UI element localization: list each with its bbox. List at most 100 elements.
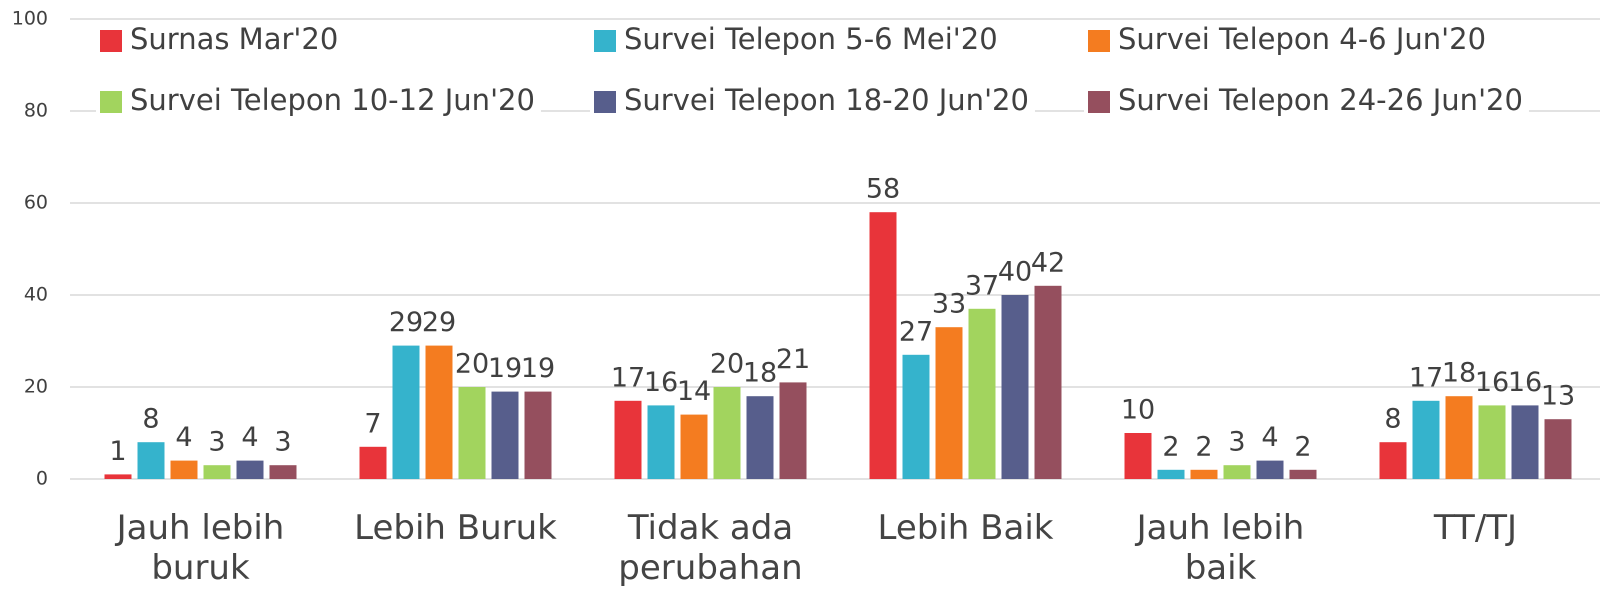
legend-label: Survei Telepon 10-12 Jun'20 — [130, 83, 535, 117]
bar — [203, 465, 231, 479]
data-label: 29 — [389, 307, 423, 338]
data-label: 33 — [932, 289, 966, 320]
y-tick-label: 40 — [24, 284, 48, 306]
x-tick-label: TT/TJ — [1433, 508, 1518, 548]
data-label: 27 — [899, 316, 933, 347]
x-tick-label: Lebih Baik — [877, 508, 1054, 548]
bar — [1001, 295, 1029, 479]
legend-label: Survei Telepon 4-6 Jun'20 — [1118, 22, 1486, 56]
bar — [524, 391, 552, 479]
bar — [1478, 405, 1506, 479]
legend-swatch — [1088, 91, 1110, 113]
data-label: 40 — [998, 257, 1032, 288]
bar — [1190, 469, 1218, 479]
data-label: 3 — [1228, 427, 1245, 458]
legend-swatch — [1088, 30, 1110, 52]
bar — [1544, 419, 1572, 479]
y-tick-label: 60 — [24, 192, 48, 214]
data-label: 16 — [644, 367, 678, 398]
legend-swatch — [594, 91, 616, 113]
data-label: 21 — [776, 344, 810, 375]
data-label: 19 — [521, 353, 555, 384]
legend-bg — [96, 21, 345, 61]
y-tick-label: 20 — [24, 376, 48, 398]
bar — [1157, 469, 1185, 479]
data-label: 4 — [1261, 422, 1278, 453]
data-label: 13 — [1541, 381, 1575, 412]
legend-bg — [590, 82, 1035, 122]
bar — [1223, 465, 1251, 479]
bar — [746, 396, 774, 479]
y-tick-label: 100 — [12, 8, 48, 30]
bar — [968, 308, 996, 479]
data-label: 16 — [1508, 367, 1542, 398]
bar — [902, 354, 930, 479]
x-tick-label: Jauh lebih baik — [1136, 508, 1305, 588]
data-label: 8 — [142, 404, 159, 435]
bar — [1034, 285, 1062, 479]
bar — [137, 442, 165, 479]
bar — [869, 212, 897, 479]
y-tick-label: 80 — [24, 100, 48, 122]
bar — [935, 327, 963, 479]
data-label: 18 — [743, 358, 777, 389]
legend-swatch — [594, 30, 616, 52]
legend-bg — [1084, 21, 1493, 61]
legend-swatch — [100, 30, 122, 52]
bar — [647, 405, 675, 479]
x-tick-label: Lebih Buruk — [354, 508, 557, 548]
bar — [269, 465, 297, 479]
bar — [458, 387, 486, 479]
bar — [713, 387, 741, 479]
x-tick-label: Jauh lebih buruk — [116, 508, 285, 588]
data-label: 2 — [1294, 431, 1311, 462]
data-label: 20 — [710, 349, 744, 380]
x-tick-label: Tidak ada perubahan — [618, 508, 803, 588]
data-label: 19 — [488, 353, 522, 384]
legend-bg — [590, 21, 1004, 61]
data-label: 4 — [241, 422, 258, 453]
bar — [170, 460, 198, 479]
bar — [680, 414, 708, 479]
data-label: 20 — [455, 349, 489, 380]
legend-bg — [1084, 82, 1529, 122]
bar — [1289, 469, 1317, 479]
bar — [359, 446, 387, 479]
data-label: 58 — [866, 174, 900, 205]
data-label: 14 — [677, 376, 711, 407]
bar — [1412, 400, 1440, 479]
bar — [425, 345, 453, 479]
data-label: 2 — [1195, 431, 1212, 462]
bar — [1511, 405, 1539, 479]
data-label: 2 — [1162, 431, 1179, 462]
data-label: 1 — [109, 436, 126, 467]
data-label: 29 — [422, 307, 456, 338]
legend-swatch — [100, 91, 122, 113]
bar — [236, 460, 264, 479]
data-label: 42 — [1031, 247, 1065, 278]
data-label: 4 — [175, 422, 192, 453]
bar — [1124, 433, 1152, 479]
bar — [779, 382, 807, 479]
data-label: 17 — [1409, 362, 1443, 393]
bar — [614, 400, 642, 479]
data-label: 17 — [611, 362, 645, 393]
legend-label: Surnas Mar'20 — [130, 22, 338, 56]
y-tick-label: 0 — [36, 468, 48, 490]
data-label: 7 — [364, 408, 381, 439]
bar — [1379, 442, 1407, 479]
bar — [1256, 460, 1284, 479]
data-label: 10 — [1121, 395, 1155, 426]
legend-label: Survei Telepon 5-6 Mei'20 — [624, 22, 998, 56]
bar — [104, 474, 132, 479]
bar — [491, 391, 519, 479]
data-label: 3 — [208, 427, 225, 458]
legend-label: Survei Telepon 24-26 Jun'20 — [1118, 83, 1523, 117]
bar — [392, 345, 420, 479]
data-label: 3 — [274, 427, 291, 458]
data-label: 18 — [1442, 358, 1476, 389]
legend-label: Survei Telepon 18-20 Jun'20 — [624, 83, 1029, 117]
data-label: 16 — [1475, 367, 1509, 398]
